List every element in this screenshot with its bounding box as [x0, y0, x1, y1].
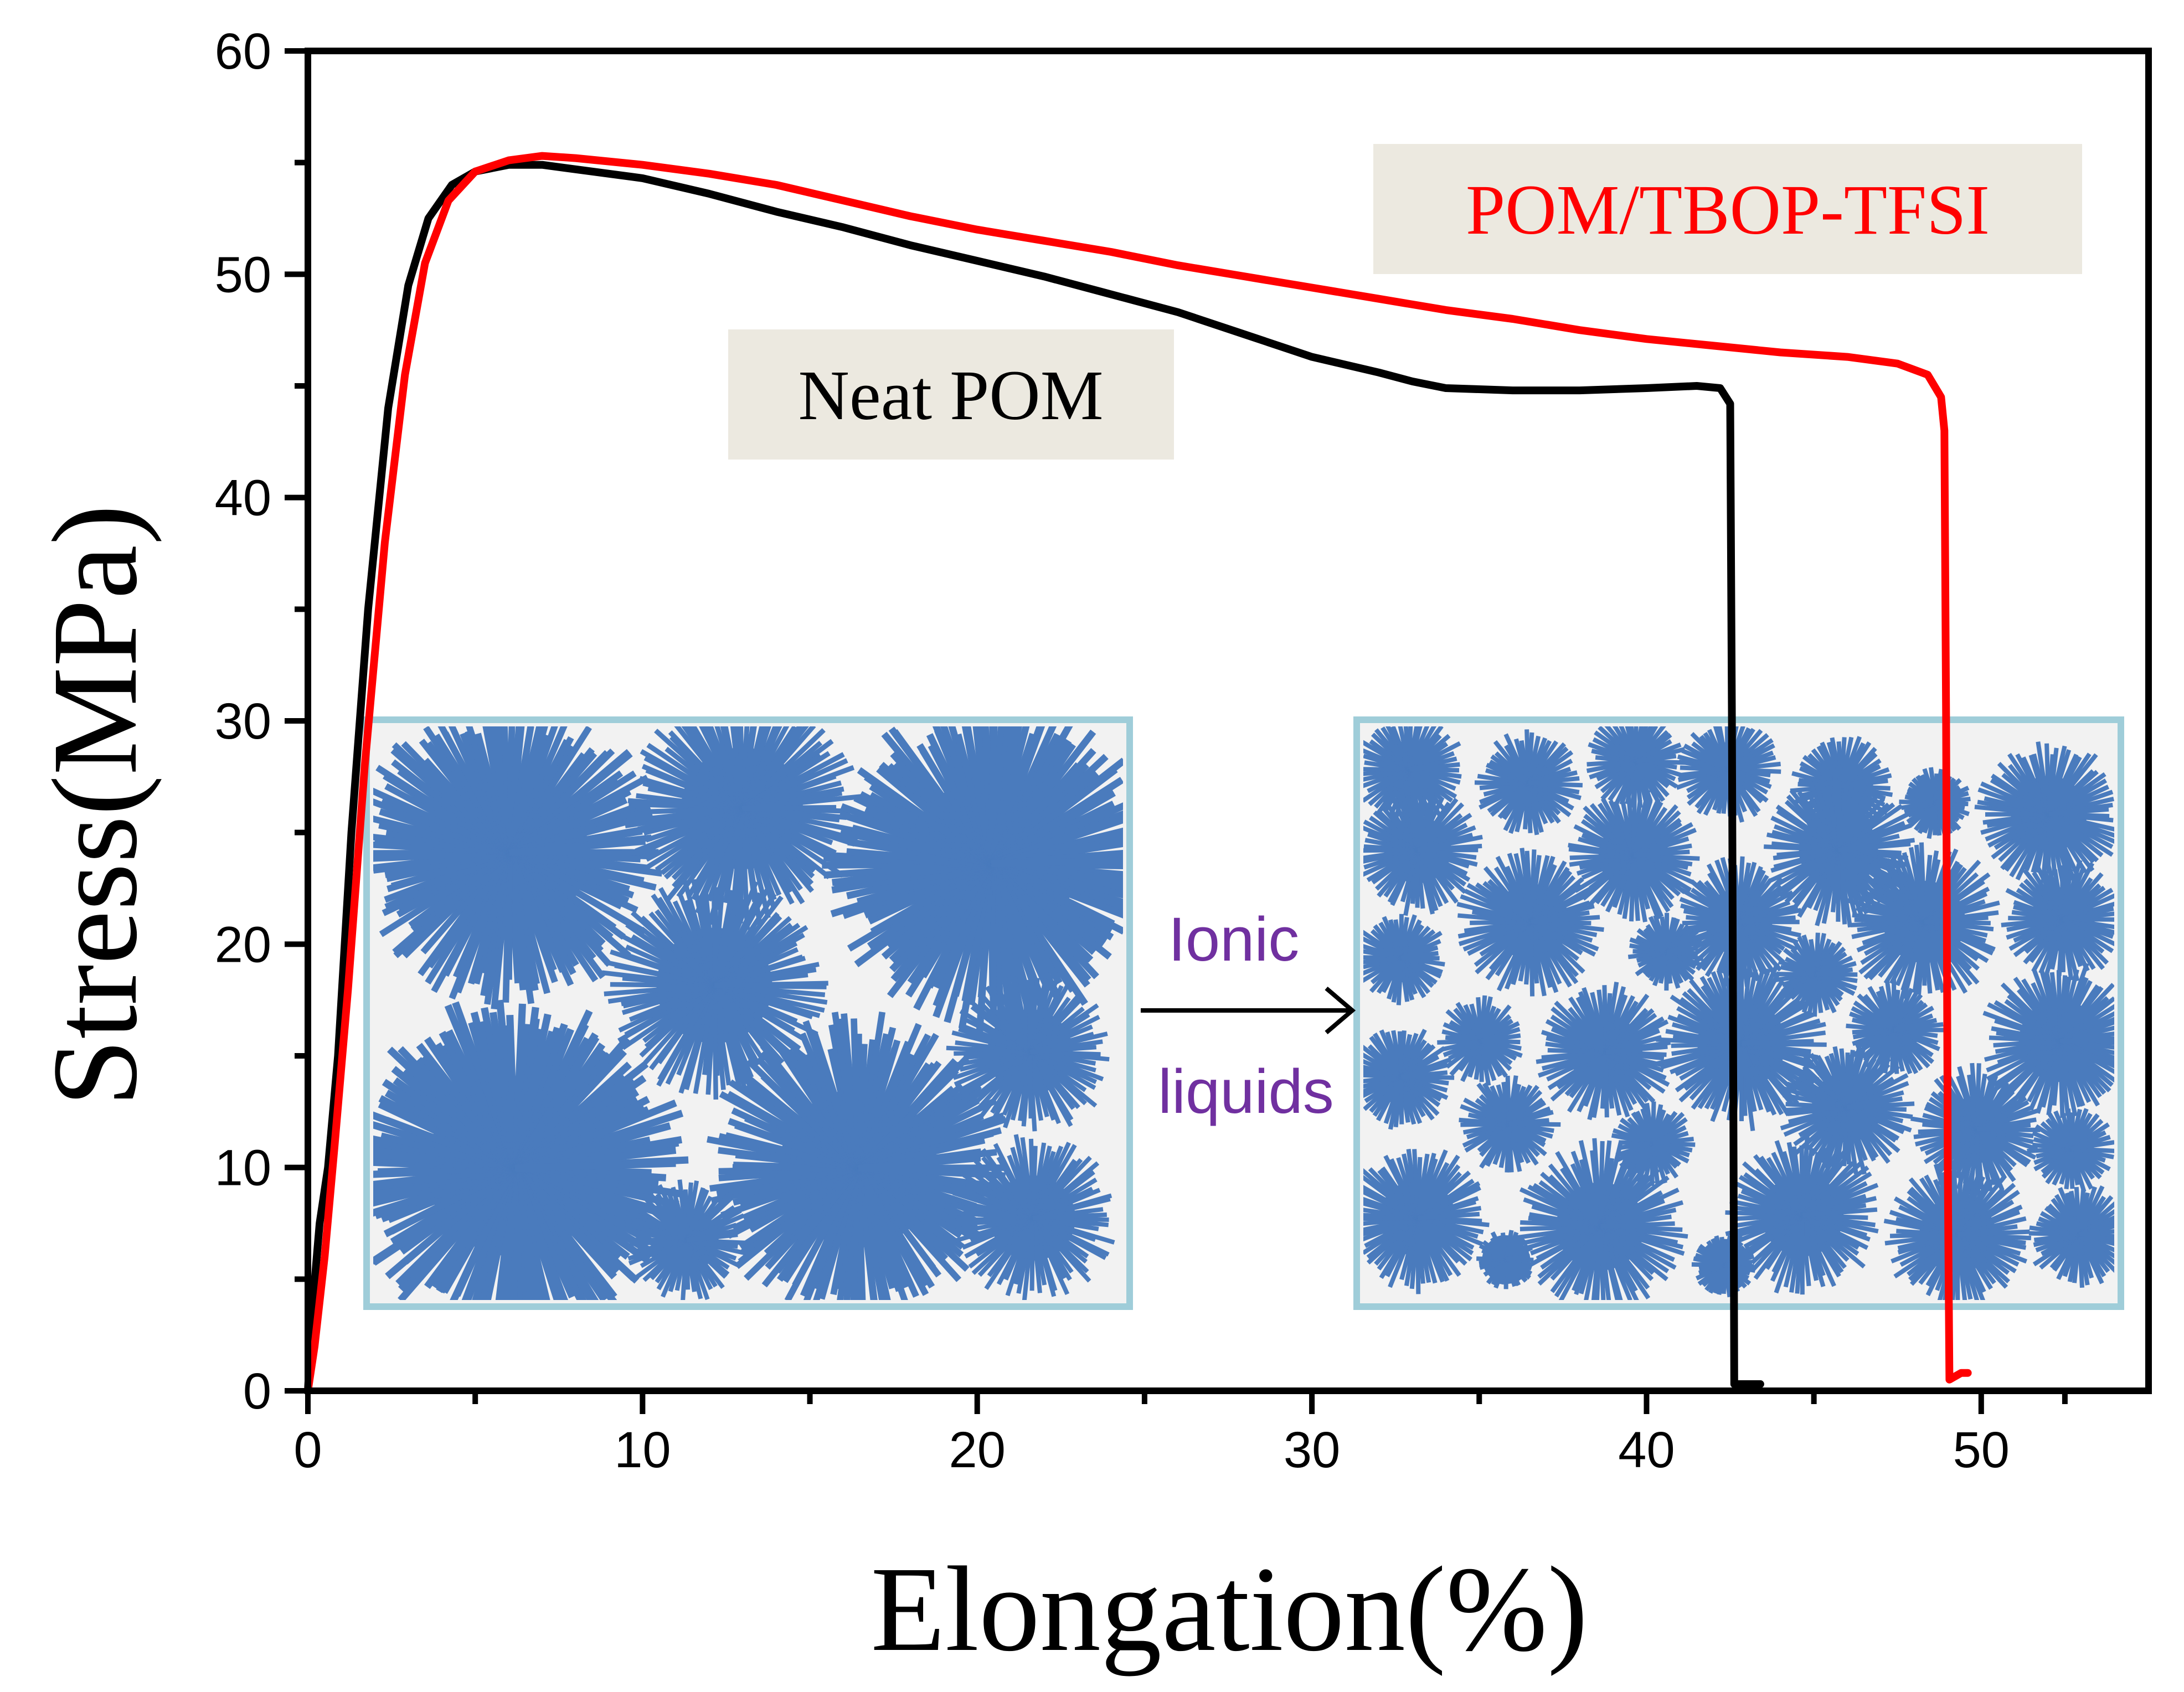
y-axis-title: Stress(MPa)	[27, 504, 162, 1107]
annotation-neat-pom: Neat POM	[728, 329, 1174, 460]
spherulite-icon	[624, 1179, 748, 1300]
spherulite-icon	[1515, 1138, 1688, 1300]
y-tick-label: 10	[215, 1140, 271, 1196]
series-line-pom-tbop-tfsi	[304, 152, 1972, 1395]
y-tick-label: 20	[215, 916, 271, 973]
spherulite-icon	[1568, 786, 1700, 922]
spherulite-icon	[1459, 1075, 1561, 1173]
spherulite-icon	[707, 1011, 1008, 1300]
spherulite-icon	[373, 726, 663, 1010]
spherulite-icon	[1437, 995, 1523, 1086]
spherulite-icon	[950, 1134, 1115, 1300]
spherulite-icon	[1691, 1234, 1756, 1298]
spherulite-icon	[1476, 1230, 1534, 1289]
spherulites	[373, 726, 1123, 1300]
inset-neat-pom-morphology	[363, 716, 1133, 1310]
inset-border	[1353, 716, 2124, 1310]
x-tick-label: 10	[614, 1422, 671, 1478]
y-tick-label: 50	[215, 246, 271, 303]
spherulite-icon	[1363, 788, 1483, 916]
x-tick-label: 20	[949, 1422, 1006, 1478]
y-tick-label: 60	[215, 23, 271, 80]
y-tick-label: 0	[243, 1363, 271, 1420]
spherulite-icon	[2027, 1108, 2114, 1193]
x-tick-label: 40	[1618, 1422, 1675, 1478]
spherulite-icon	[946, 973, 1110, 1132]
spherulite-icon	[1774, 932, 1858, 1017]
spherulite-icon	[1363, 726, 1462, 827]
ticks-layer: 0 10 20 30 40 50 0 10 20 30 40 50 60	[215, 23, 2068, 1478]
arrow-head-icon	[1325, 986, 1356, 1035]
y-tick-label: 30	[215, 693, 271, 750]
series-line-neat-pom	[304, 161, 1764, 1395]
spherulite-icon	[1846, 842, 2000, 999]
spherulite-icon	[1363, 1029, 1455, 1130]
inset-border	[363, 716, 1133, 1310]
x-tick-label: 30	[1284, 1422, 1340, 1478]
annotation-pom-tbop-tfsi-text: POM/TBOP-TFSI	[1466, 171, 1990, 249]
spherulite-icon	[1725, 1136, 1879, 1295]
series-layer	[304, 152, 1972, 1395]
spherulite-icon	[2001, 859, 2114, 982]
spherulite-icon	[1764, 771, 1915, 928]
spherulite-icon	[1982, 962, 2114, 1118]
spherulite-icon	[1611, 1101, 1696, 1187]
spherulite-icon	[1474, 729, 1583, 835]
annotation-pom-tbop-tfsi-bg	[1373, 144, 2082, 274]
inset-arrow-label-line1: Ionic	[1168, 905, 1300, 974]
spherulite-icon	[1627, 912, 1704, 991]
annotation-neat-pom-text: Neat POM	[798, 356, 1103, 435]
spherulite-icon	[1586, 726, 1687, 808]
x-tick-label: 50	[1953, 1422, 2010, 1478]
spherulite-icon	[2028, 1185, 2114, 1288]
spherulite-icon	[1846, 979, 1945, 1076]
spherulite-icon	[1456, 848, 1604, 997]
spherulite-icon	[822, 726, 1123, 1034]
spherulite-icon	[1974, 741, 2114, 887]
spherulite-icon	[1536, 982, 1671, 1121]
annotation-neat-pom-bg	[728, 329, 1174, 460]
spherulite-icon	[1363, 1148, 1490, 1294]
spherulites	[1363, 726, 2114, 1300]
x-axis-title: Elongation(%)	[870, 1541, 1588, 1676]
y-tick-label: 40	[215, 470, 271, 527]
inset-arrow-group: Ionic liquids	[1141, 905, 1356, 1126]
annotation-pom-tbop-tfsi: POM/TBOP-TFSI	[1373, 144, 2082, 274]
inset-arrow-label-line2: liquids	[1158, 1057, 1334, 1126]
inset-ionic-liquid-morphology	[1353, 716, 2124, 1310]
spherulite-icon	[373, 999, 689, 1300]
x-tick-label: 0	[293, 1422, 322, 1478]
spherulite-icon	[1363, 914, 1445, 1005]
